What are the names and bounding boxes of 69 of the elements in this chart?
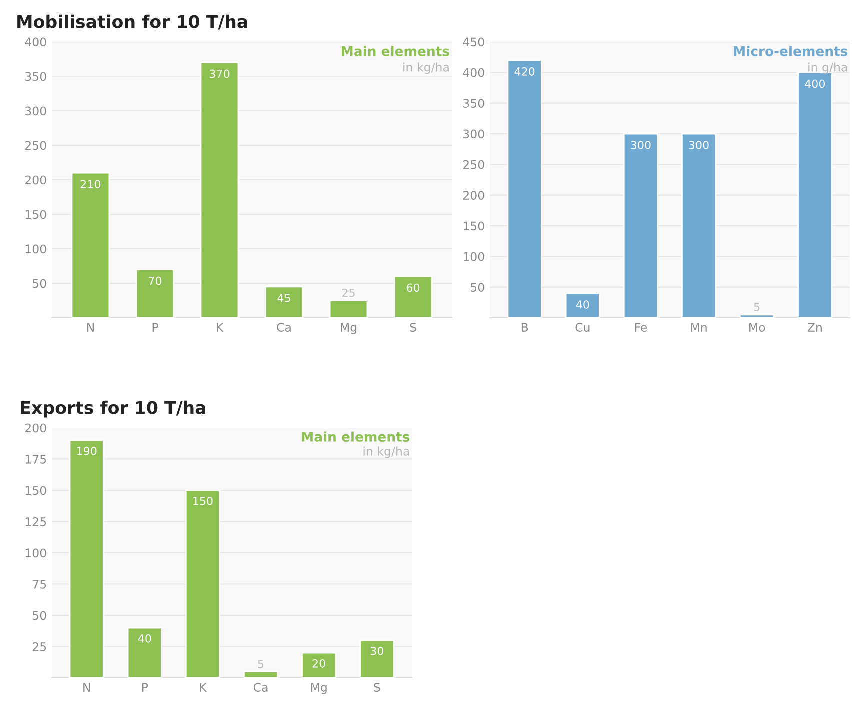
- data-label: 70: [149, 276, 162, 286]
- data-label: 300: [689, 141, 709, 150]
- y-tick-label: 50: [33, 279, 46, 288]
- y-tick-label: 100: [464, 252, 484, 262]
- x-tick-label: S: [410, 323, 416, 332]
- x-tick-label: Ca: [254, 683, 268, 692]
- x-tick-label: N: [84, 683, 90, 692]
- data-label: 60: [406, 284, 420, 292]
- y-tick-label: 175: [26, 455, 46, 464]
- y-tick-label: 400: [463, 68, 484, 78]
- y-tick-label: 25: [32, 642, 46, 652]
- y-tick-label: 350: [464, 99, 484, 108]
- annotation: in kg/ha: [364, 446, 410, 458]
- annotation: Micro-elements: [734, 46, 848, 56]
- data-label: 150: [194, 496, 213, 506]
- data-label: 40: [138, 634, 152, 643]
- data-label: 25: [342, 288, 355, 298]
- chart-title: Exports for 10 T/ha: [21, 400, 206, 418]
- data-label: 370: [210, 70, 230, 78]
- data-label: 5: [258, 660, 264, 668]
- data-label: 420: [514, 67, 535, 76]
- y-tick-label: 250: [463, 160, 484, 170]
- data-label: 400: [805, 80, 826, 88]
- data-label: 190: [77, 446, 97, 456]
- x-tick-label: Mn: [691, 323, 707, 332]
- x-tick-label: Cu: [576, 323, 590, 332]
- x-tick-label: S: [374, 683, 380, 692]
- data-label: 5: [754, 303, 760, 312]
- x-tick-label: K: [217, 323, 224, 332]
- x-tick-label: Mo: [750, 323, 766, 332]
- x-tick-label: Mg: [311, 683, 327, 694]
- annotation: in kg/ha: [404, 62, 449, 74]
- y-tick-label: 100: [26, 548, 46, 558]
- y-tick-label: 450: [463, 38, 484, 47]
- y-tick-label: 250: [25, 141, 46, 150]
- y-tick-label: 200: [463, 191, 484, 200]
- annotation: Main elements: [302, 432, 410, 442]
- x-tick-label: B: [522, 323, 528, 332]
- y-tick-label: 150: [464, 222, 484, 231]
- data-label: 210: [80, 180, 101, 189]
- annotation: Main elements: [342, 46, 450, 56]
- y-tick-label: 200: [25, 176, 46, 185]
- x-tick-label: N: [87, 323, 94, 332]
- x-tick-label: Fe: [635, 323, 648, 332]
- annotation: in g/ha: [808, 62, 848, 74]
- x-tick-label: K: [200, 683, 208, 692]
- y-tick-label: 200: [25, 424, 46, 433]
- data-label: 40: [576, 300, 590, 309]
- x-tick-label: Mg: [341, 323, 357, 334]
- y-tick-label: 300: [26, 106, 46, 116]
- y-tick-label: 50: [471, 283, 484, 292]
- x-tick-label: Ca: [277, 323, 291, 332]
- y-tick-label: 350: [26, 72, 46, 82]
- y-tick-label: 300: [464, 130, 484, 139]
- y-tick-label: 400: [25, 38, 46, 47]
- data-label: 45: [278, 294, 290, 302]
- data-label: 300: [631, 141, 651, 150]
- x-tick-label: P: [142, 683, 148, 692]
- y-tick-label: 100: [26, 244, 46, 254]
- x-tick-label: P: [152, 323, 158, 332]
- chart-title: Mobilisation for 10 T/ha: [18, 14, 248, 30]
- x-tick-label: Zn: [808, 323, 822, 332]
- data-label: 30: [370, 646, 384, 656]
- y-tick-label: 125: [26, 517, 46, 526]
- y-tick-label: 150: [26, 210, 46, 220]
- y-tick-label: 50: [33, 611, 46, 620]
- y-tick-label: 150: [26, 486, 46, 496]
- data-label: 20: [312, 659, 326, 668]
- y-tick-label: 75: [33, 580, 46, 589]
